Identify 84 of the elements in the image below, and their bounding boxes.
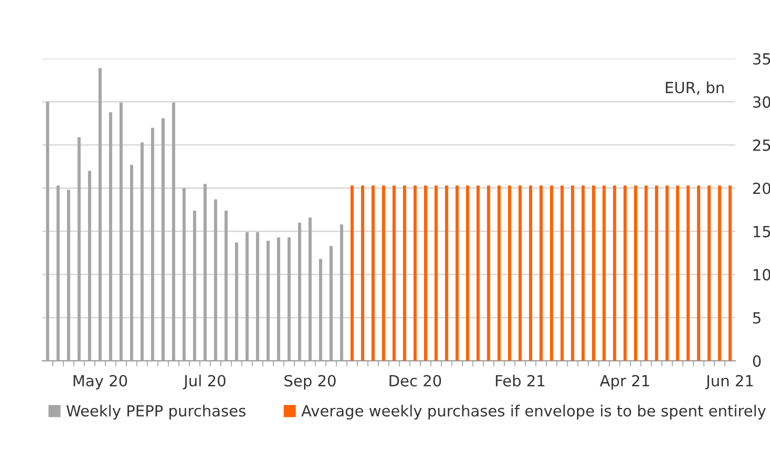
bar xyxy=(78,137,81,361)
y-tick-label: 30 xyxy=(753,96,770,108)
bar xyxy=(193,210,196,361)
y-tick-label: 20 xyxy=(753,182,770,194)
bar xyxy=(319,258,322,361)
bar xyxy=(708,186,711,361)
bar xyxy=(120,102,123,361)
bar xyxy=(676,186,680,361)
x-tick-label: Sep 20 xyxy=(284,374,336,390)
bar xyxy=(697,186,700,361)
bar xyxy=(372,186,375,361)
bar xyxy=(214,199,218,361)
y-tick-label: 10 xyxy=(754,268,770,280)
x-tick-label: Jul 20 xyxy=(182,374,226,390)
bar xyxy=(728,186,732,361)
bar xyxy=(151,128,154,361)
bar xyxy=(235,242,238,361)
bar xyxy=(67,190,70,361)
bar xyxy=(550,186,554,361)
bar xyxy=(382,186,386,361)
bar xyxy=(571,186,574,361)
bar xyxy=(350,186,354,361)
bar xyxy=(256,232,260,361)
bar xyxy=(56,186,60,361)
y-tick-label: 5 xyxy=(753,312,760,324)
bar xyxy=(498,186,501,361)
y-tick-label: 15 xyxy=(754,226,770,238)
bar xyxy=(340,224,344,361)
y-axis-title: EUR, bn xyxy=(666,81,724,95)
bar xyxy=(266,240,270,361)
y-tick-label: 25 xyxy=(753,139,770,151)
bar xyxy=(655,186,658,361)
bar xyxy=(434,186,438,361)
bar xyxy=(666,186,669,361)
bar xyxy=(582,186,585,361)
bar xyxy=(172,102,176,361)
bar xyxy=(518,186,522,361)
bar xyxy=(476,186,480,361)
bar xyxy=(298,222,302,361)
bar xyxy=(361,186,364,361)
x-tick-label: Apr 21 xyxy=(600,374,650,390)
bar xyxy=(46,102,50,361)
bar xyxy=(162,118,165,361)
bar xyxy=(130,164,134,361)
x-tick-label: Dec 20 xyxy=(390,374,442,387)
bar xyxy=(403,186,406,361)
bar xyxy=(602,186,606,361)
bar xyxy=(718,186,722,361)
x-tick-label: May 20 xyxy=(74,374,128,390)
bar xyxy=(140,142,144,361)
bar xyxy=(277,237,280,361)
bar xyxy=(330,246,333,361)
bar xyxy=(109,112,112,361)
bar xyxy=(456,186,459,361)
bar xyxy=(392,186,396,361)
bar xyxy=(246,232,249,361)
bar xyxy=(288,237,291,361)
y-tick-label: 35 xyxy=(753,53,770,65)
bar xyxy=(98,68,102,361)
bar xyxy=(88,170,92,361)
x-tick-label: Jun 21 xyxy=(705,374,753,390)
bar xyxy=(424,186,428,361)
legend-label: Weekly PEPP purchases xyxy=(66,404,246,420)
y-tick-label: 0 xyxy=(753,355,761,367)
bar xyxy=(487,186,490,361)
bar xyxy=(560,186,564,361)
bar xyxy=(592,186,596,361)
bar xyxy=(224,210,228,361)
legend-label: Average weekly purchases if envelope is to be spent entirely xyxy=(301,404,766,420)
bar xyxy=(644,186,648,361)
bar xyxy=(508,186,512,361)
x-tick-label: Feb 21 xyxy=(496,374,544,387)
bar xyxy=(613,186,616,361)
bar xyxy=(466,186,470,361)
bar xyxy=(686,186,690,361)
bar xyxy=(414,186,417,361)
bar xyxy=(204,184,207,361)
bar xyxy=(540,186,543,361)
bar xyxy=(634,186,638,361)
bar xyxy=(445,186,448,361)
bar xyxy=(529,186,532,361)
bar xyxy=(182,188,186,361)
bar xyxy=(308,217,312,361)
bar xyxy=(624,186,627,361)
